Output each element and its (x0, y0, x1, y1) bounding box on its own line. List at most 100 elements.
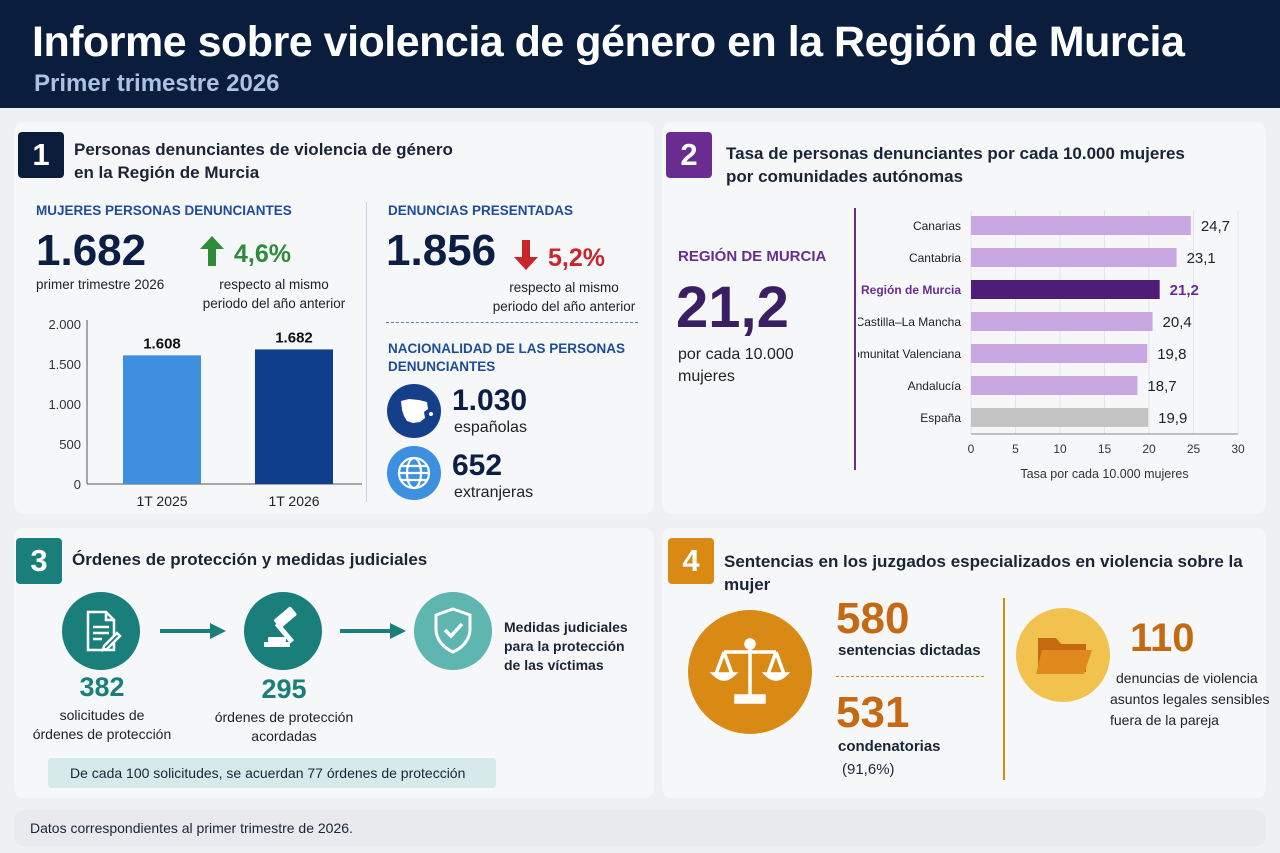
women-change-note-line1: respecto al mismo (219, 277, 329, 292)
nationality-label: NACIONALIDAD DE LAS PERSONAS DENUNCIANTE… (388, 340, 625, 376)
bar (123, 355, 201, 484)
bar (971, 248, 1177, 267)
region-rate-bar-chart: Canarias 24,7 Cantabria 23,1 Región de Murci… (858, 210, 1245, 481)
x-tick-label: 15 (1098, 442, 1112, 456)
section-title-line2: por comunidades autónomas (726, 167, 964, 186)
arrow-up-icon (200, 236, 224, 271)
category-label: España (920, 411, 961, 425)
bar-value-label: 19,8 (1157, 346, 1186, 363)
sentences-value: 580 (836, 594, 910, 643)
step3-label-line3: de las víctimas (504, 657, 604, 673)
dashed-divider (836, 676, 984, 677)
women-label: MUJERES PERSONAS DENUNCIANTES (36, 203, 292, 218)
convictions-value: 531 (836, 688, 910, 737)
women-change: 4,6% (234, 240, 291, 268)
complaints-change: 5,2% (548, 244, 605, 272)
x-tick-label: 5 (1012, 442, 1019, 456)
bar (971, 216, 1191, 235)
bar (971, 312, 1153, 331)
bar-value-label: 21,2 (1170, 282, 1199, 299)
scales-icon (688, 610, 812, 734)
x-tick-label: 0 (968, 442, 975, 456)
section-title: Tasa de personas denunciantes por cada 1… (726, 142, 1185, 188)
panel-protection-orders: 3 Órdenes de protección y medidas judici… (14, 528, 654, 798)
spanish-label: españolas (454, 419, 527, 436)
step1-label-line2: órdenes de protección (32, 726, 172, 742)
bar-value-label: 19,9 (1158, 410, 1187, 427)
nationality-label-line2: DENUNCIANTES (388, 359, 496, 374)
x-axis-label: Tasa por cada 10.000 mujeres (1020, 467, 1188, 481)
category-label: Comunitat Valenciana (858, 347, 961, 361)
y-tick-label: 2.000 (48, 317, 81, 332)
bar-value-label: 18,7 (1147, 378, 1176, 395)
other-value: 110 (1130, 616, 1195, 660)
category-label: Castilla–La Mancha (858, 315, 961, 329)
region-caption: por cada 10.000 mujeres (678, 344, 794, 388)
y-tick-label: 0 (74, 477, 81, 492)
report-header: Informe sobre violencia de género en la … (0, 0, 1280, 108)
arrow-right-icon (160, 622, 226, 645)
x-tick-label: 20 (1142, 442, 1156, 456)
step2-label-line1: órdenes de protección (214, 709, 354, 725)
other-label-line1: denuncias de violencia (1116, 670, 1258, 686)
step3-label-line1: Medidas judiciales (504, 619, 628, 635)
step2-label-line2: acordadas (251, 728, 317, 744)
arrow-down-icon (514, 240, 538, 275)
bar (971, 408, 1149, 427)
section-number-badge: 2 (666, 132, 712, 178)
y-tick-label: 1.500 (48, 357, 81, 372)
region-caption-line1: por cada 10.000 (678, 346, 794, 363)
foreign-label: extranjeras (454, 484, 534, 501)
y-tick-label: 500 (59, 437, 81, 452)
women-change-note-line2: periodo del año anterior (202, 296, 346, 311)
complaints-label: DENUNCIAS PRESENTADAS (388, 203, 574, 218)
bar-value-label: 24,7 (1201, 218, 1230, 235)
report-subtitle: Primer trimestre 2026 (34, 70, 280, 97)
convictions-pct: (91,6%) (842, 761, 895, 778)
other-label-line3: fuera de la pareja (1110, 712, 1219, 728)
dashed-divider (386, 322, 638, 323)
footer: Datos correspondientes al primer trimest… (14, 810, 1266, 846)
section-number-badge: 3 (16, 538, 62, 584)
bar-value-label: 1.608 (143, 335, 181, 352)
foreign-value: 652 (452, 449, 503, 482)
panel-complainants: 1 Personas denunciantes de violencia de … (14, 122, 654, 514)
complaints-value: 1.856 (386, 226, 497, 275)
category-label: Cantabria (909, 251, 961, 265)
step1-value: 382 (79, 672, 125, 702)
bar-value-label: 20,4 (1163, 314, 1192, 331)
step1-label: solicitudes de órdenes de protección (22, 706, 182, 744)
arrow-right-icon (340, 622, 406, 645)
region-label: REGIÓN DE MURCIA (678, 248, 827, 265)
complaints-note-line1: respecto al mismo (509, 280, 619, 295)
step3-label-line2: para la protección (504, 638, 625, 654)
section-title: Órdenes de protección y medidas judicial… (72, 550, 428, 569)
panel-rate-by-region: 2 Tasa de personas denunciantes por cada… (662, 122, 1266, 514)
category-label: Canarias (913, 219, 961, 233)
section-number-badge: 4 (668, 538, 714, 584)
section-title-line1: Personas denunciantes de violencia de gé… (74, 140, 453, 159)
y-tick-label: 1.000 (48, 397, 81, 412)
women-caption: primer trimestre 2026 (36, 277, 165, 292)
x-tick-label: 1T 2025 (136, 493, 187, 509)
footer-note: Datos correspondientes al primer trimest… (30, 820, 353, 836)
spanish-value: 1.030 (452, 384, 528, 417)
section-title: Personas denunciantes de violencia de gé… (74, 138, 453, 184)
women-value: 1.682 (36, 226, 147, 275)
bar (971, 344, 1148, 363)
column-divider (366, 202, 367, 502)
bar-value-label: 23,1 (1187, 250, 1216, 267)
category-label: Región de Murcia (861, 283, 961, 297)
accent-divider (854, 208, 856, 470)
other-label-line2: asuntos legales sensibles (1110, 691, 1270, 707)
folder-icon (1016, 608, 1110, 702)
nationality-label-line1: NACIONALIDAD DE LAS PERSONAS (388, 341, 626, 356)
section-title-line1: Tasa de personas denunciantes por cada 1… (726, 144, 1185, 163)
yearly-bar-chart: 0 500 1.000 1.500 2.000 1.608 1T 2025 1.682 1T … (48, 317, 362, 509)
globe-icon (387, 446, 441, 500)
bar (255, 349, 333, 484)
step3-label: Medidas judiciales para la protección de… (504, 618, 628, 675)
ratio-note: De cada 100 solicitudes, se acuerdan 77 … (48, 758, 496, 788)
x-tick-label: 30 (1231, 442, 1245, 456)
other-label: denuncias de violencia asuntos legales s… (1110, 668, 1270, 731)
